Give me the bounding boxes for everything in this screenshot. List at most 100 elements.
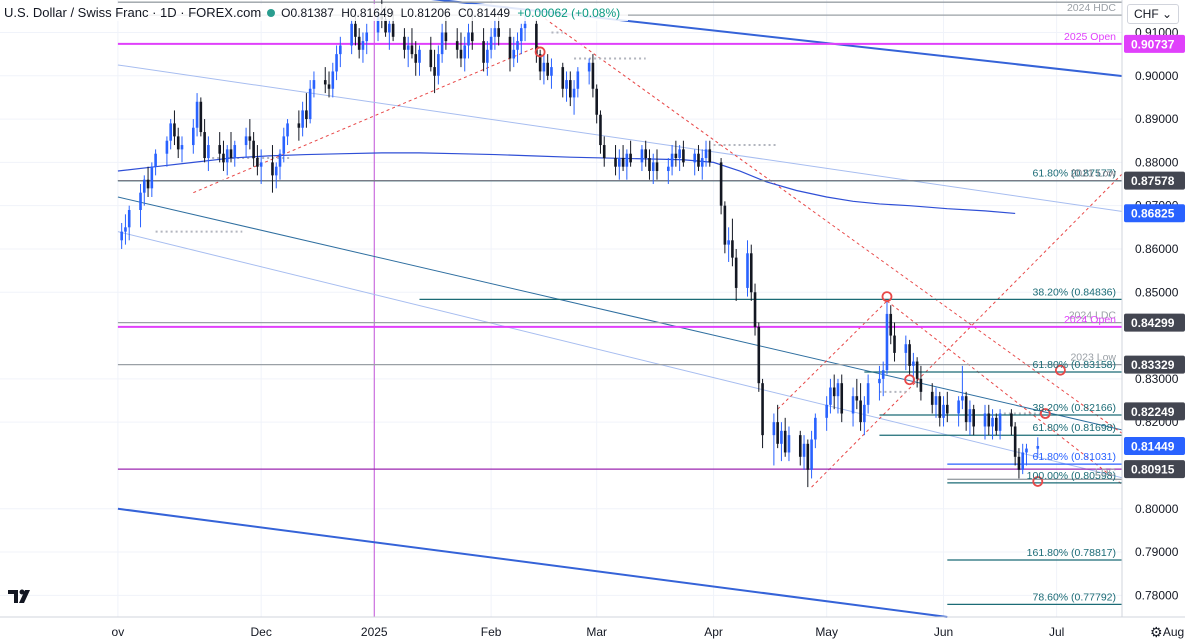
price-axis[interactable]: 0.780000.790000.800000.820000.830000.850… [1121,0,1185,641]
pivot-marker-circle [904,374,915,386]
x-tick-label: May [815,625,838,639]
candle-body [961,396,964,401]
candle-body [248,136,252,141]
candle-body [806,443,810,470]
candle-body [829,387,832,405]
candle-body [704,149,708,159]
price-box [1124,204,1185,223]
price-box [1124,402,1185,421]
candle-body [904,344,908,353]
level-label: 2025 High Close [1038,0,1116,1]
level-label: 78.60% (0.77792) [1033,591,1116,603]
level-label: 100.00% (0.80598) [1027,470,1116,482]
x-tick-label: Feb [481,625,502,639]
candle-body [1036,446,1040,449]
price-box [1124,171,1185,190]
currency-label: CHF [1134,7,1159,21]
candle-body [587,62,591,72]
candle-body [693,153,697,163]
y-tick-label: 0.89000 [1135,112,1179,126]
currency-selector[interactable]: CHF ⌄ [1127,4,1179,24]
symbol-header[interactable]: U.S. Dollar / Swiss Franc · 1D · FOREX.c… [4,4,629,21]
fib-channel-line [777,300,888,410]
x-tick-label: 2025 [361,625,388,639]
candle-body [1017,456,1021,470]
candle-body [761,383,764,436]
candle-body [776,422,779,444]
gear-icon[interactable]: ⚙ [1150,624,1163,640]
candle-body [629,153,632,163]
candle-body [305,110,308,120]
candle-body [1025,448,1028,453]
candle-body [731,240,734,258]
candle-body [930,391,934,405]
candle-body [489,36,493,50]
ohlc-readout: O0.81387 H0.81649 L0.81206 C0.81449 +0.0… [281,6,624,20]
candle-body [297,123,301,128]
market-status-icon [267,8,276,17]
candle-body [727,240,730,245]
candle-body [463,45,467,59]
candle-body [229,149,233,159]
candle-body [840,383,844,414]
candle-body [644,149,647,159]
level-label: 2021 Low [1070,168,1116,180]
candle-body [233,145,237,159]
level-labels: 2025 High Close2024 HDC 2025 Open 61.80% (… [1027,0,1117,603]
candle-body [139,192,142,210]
level-label: 2024 LDC [1069,310,1117,322]
x-tick-label: Dec [250,625,271,639]
y-tick-label: 0.90000 [1135,69,1179,83]
candle-body [591,62,595,89]
candle-body [173,123,176,137]
candle-body [678,149,681,159]
y-tick-label: 0.78000 [1135,588,1179,602]
symbol-title[interactable]: U.S. Dollar / Swiss Franc · 1D · FOREX.c… [4,5,262,20]
candle-body [455,41,459,50]
candle-body [546,62,549,76]
candle-body [878,378,881,384]
fib-channel-line [886,300,1185,535]
candle-body [180,145,184,150]
candle-body [697,153,700,167]
candle-body [783,430,787,453]
candle-body [798,435,802,457]
candle-body [418,49,421,63]
candle-body [142,179,146,193]
candle-body [176,136,180,150]
candle-body [682,149,685,163]
candle-body [855,396,859,401]
horizontal-levels [117,1,1122,606]
candle-body [120,231,123,241]
candle-body [859,400,862,423]
candle-body [301,110,304,128]
candle-body [195,101,199,128]
candle-body [968,409,972,423]
price-box-label: 0.90737 [1131,37,1175,51]
price-box-label: 0.83329 [1131,358,1175,372]
candle-body [863,404,866,423]
price-box-label: 0.82249 [1131,405,1175,419]
candle-body [746,253,749,288]
candle-body [814,417,817,440]
candle-body [780,430,783,444]
candle-body [602,145,606,159]
price-box-label: 0.84299 [1131,316,1175,330]
candle-body [312,80,316,89]
candle-body [165,140,169,154]
time-axis[interactable]: ov Dec 2025 Feb Mar Apr May Jun Jul Aug [0,616,1185,639]
candle-body [938,396,942,418]
price-box [1124,460,1185,479]
candle-body [919,378,923,392]
candle-body [561,67,565,89]
trend-lines [117,0,1185,618]
y-tick-label: 0.83000 [1135,372,1179,386]
candle-body [376,15,380,33]
candle-body [757,326,761,384]
candle-body [1021,452,1024,470]
candle-body [535,23,538,55]
x-tick-label: Aug [1163,625,1184,639]
price-box [1124,313,1185,332]
candle-body [1010,413,1013,427]
